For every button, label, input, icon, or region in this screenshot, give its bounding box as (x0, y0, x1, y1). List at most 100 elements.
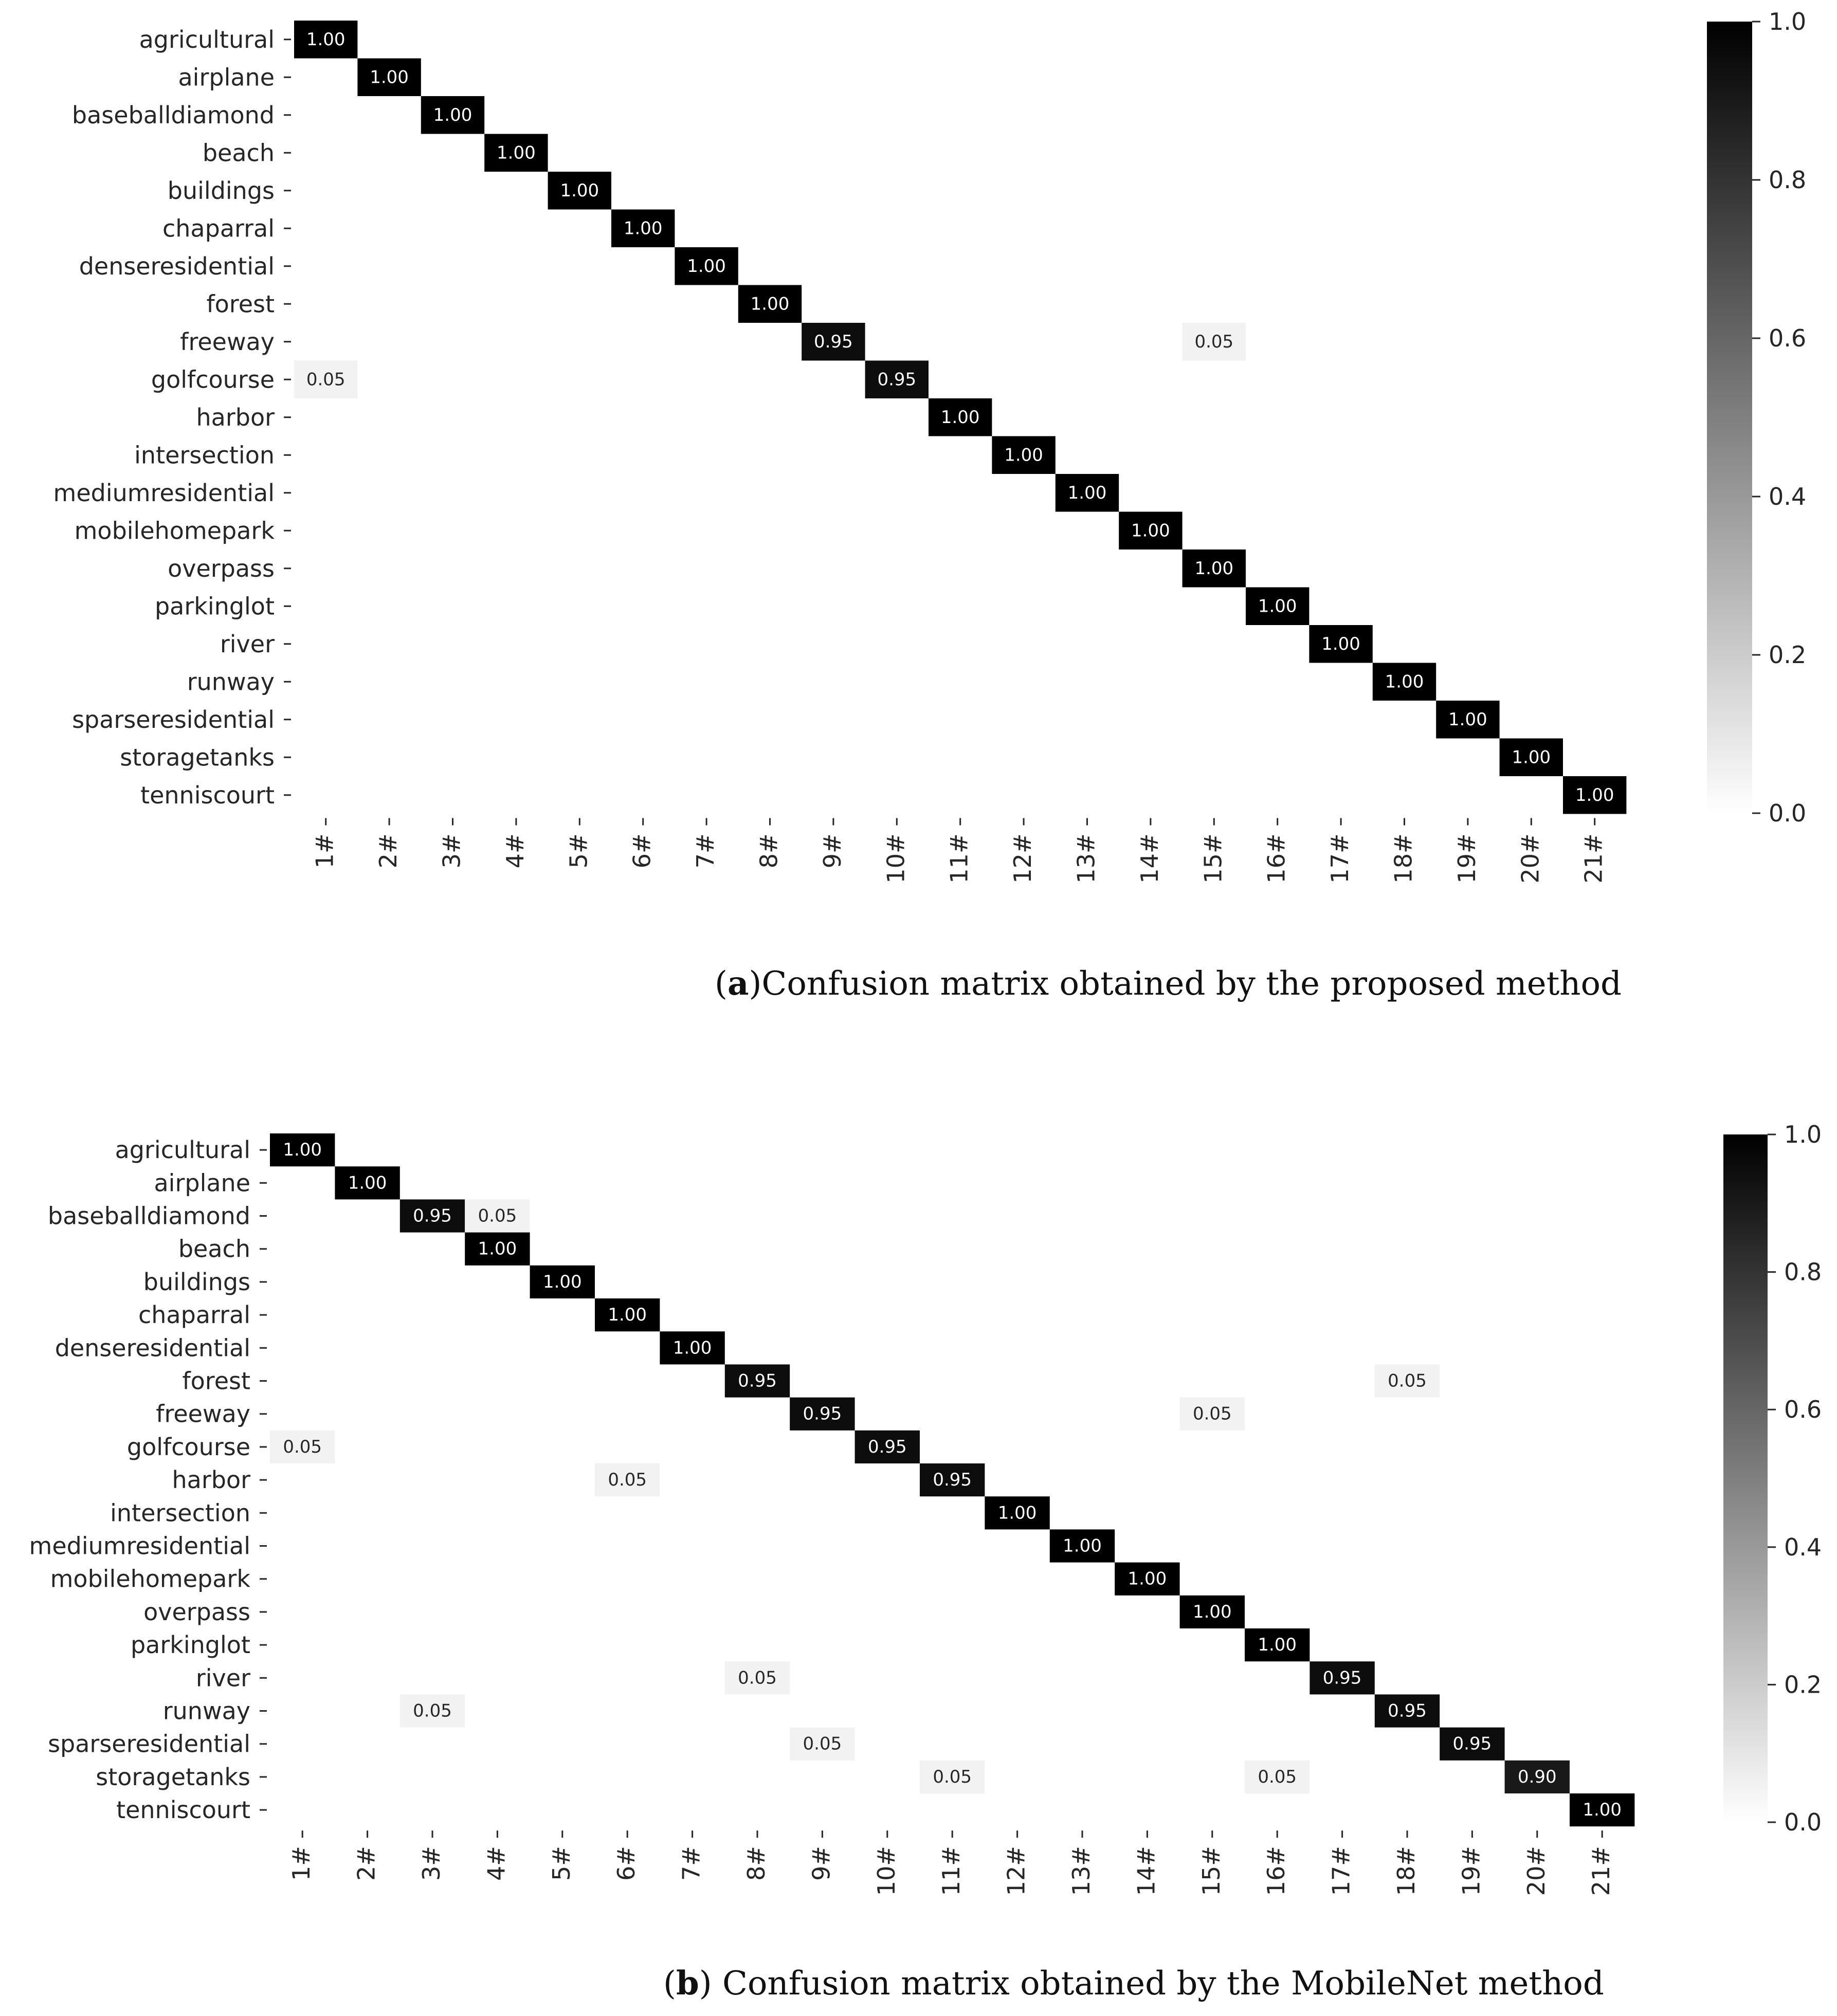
heatmap-cell (724, 1661, 790, 1695)
x-tick-label: 4# (501, 834, 529, 869)
caption-panel-letter: b (676, 1964, 699, 2003)
cell-value-label: 1.00 (433, 105, 472, 125)
x-tick-label: 12# (1009, 834, 1036, 884)
y-tick-label: runway (163, 1697, 250, 1725)
x-tick-label: 16# (1262, 1846, 1290, 1896)
x-tick-label: 8# (742, 1846, 770, 1881)
heatmap-cell (294, 21, 358, 59)
cell-value-label: 0.95 (868, 1437, 907, 1457)
y-tick-label: baseballdiamond (72, 101, 275, 129)
cell-value-label: 1.00 (348, 1172, 387, 1193)
x-tick-label: 15# (1199, 834, 1227, 884)
x-tick-label: 3# (417, 1846, 445, 1881)
y-tick-label: denseresidential (55, 1334, 250, 1362)
heatmap-cell (1563, 776, 1627, 814)
caption-paren: ) (749, 965, 761, 1003)
panel-caption: (a)Confusion matrix obtained by the prop… (715, 964, 1622, 1003)
heatmap-cell (992, 436, 1056, 474)
y-tick-label: freeway (180, 328, 275, 356)
heatmap-cell (465, 1199, 530, 1233)
x-tick-label: 9# (807, 1846, 835, 1881)
x-tick-label: 13# (1072, 834, 1100, 884)
cell-value-label: 1.00 (1063, 1536, 1102, 1556)
heatmap-cell (1182, 323, 1246, 361)
heatmap-cell (548, 172, 611, 210)
cell-value-label: 1.00 (1193, 1602, 1232, 1622)
cell-value-label: 1.00 (751, 294, 790, 314)
cell-value-label: 1.00 (608, 1305, 647, 1325)
y-tick-label: mediumresidential (53, 479, 275, 507)
y-tick-label: baseballdiamond (48, 1202, 250, 1230)
y-tick-label: chaparral (162, 214, 275, 242)
heatmap-cell (1570, 1793, 1635, 1827)
colorbar-tick-label: 0.8 (1784, 1258, 1822, 1286)
cell-value-label: 1.00 (1583, 1800, 1622, 1820)
cell-value-label: 1.00 (1575, 785, 1614, 805)
x-tick-label: 18# (1392, 1846, 1420, 1896)
x-tick-label: 13# (1067, 1846, 1095, 1896)
cell-value-label: 1.00 (370, 67, 409, 87)
cell-value-label: 1.00 (941, 407, 980, 428)
heatmap-cell (790, 1397, 855, 1431)
x-tick-label: 18# (1390, 834, 1417, 884)
y-tick-label: intersection (110, 1499, 250, 1527)
y-tick-label: sparseresidential (48, 1730, 250, 1758)
x-tick-label: 14# (1132, 1846, 1160, 1896)
heatmap-cell (1055, 474, 1119, 512)
cell-value-label: 0.05 (1194, 332, 1233, 352)
colorbar-tick-label: 0.6 (1784, 1396, 1822, 1423)
x-tick-label: 11# (945, 834, 973, 884)
heatmap-cell (1182, 549, 1246, 588)
cell-value-label: 0.05 (283, 1437, 322, 1457)
cell-value-label: 1.00 (1321, 634, 1360, 654)
cell-value-label: 0.95 (1453, 1734, 1492, 1754)
confusion-matrix-panel-a: 1.001.001.001.001.001.001.001.000.95 0.05… (53, 8, 1807, 1003)
cell-value-label: 1.00 (1131, 520, 1170, 541)
y-tick-label: river (220, 630, 275, 658)
cell-value-label: 1.00 (673, 1337, 712, 1358)
y-tick-label: runway (187, 668, 275, 695)
cell-value-label: 1.00 (1448, 709, 1487, 730)
caption-text: Confusion matrix obtained by the propose… (761, 965, 1622, 1003)
cell-value-label: 0.05 (933, 1767, 972, 1787)
colorbar (1723, 1134, 1768, 1822)
x-tick-label: 20# (1516, 834, 1544, 884)
heatmap-cell (1440, 1727, 1505, 1761)
cell-value-label: 1.00 (1068, 483, 1107, 503)
y-tick-label: beach (203, 139, 275, 167)
x-tick-label: 6# (628, 834, 656, 869)
heatmap-cell (1245, 1628, 1310, 1662)
y-tick-label: agricultural (115, 1136, 250, 1164)
cell-value-label: 1.00 (687, 256, 726, 277)
heatmap-cell (294, 360, 358, 398)
y-tick-label: parkinglot (131, 1631, 250, 1659)
heatmap-cell (929, 398, 992, 436)
colorbar-tick-label: 1.0 (1769, 8, 1806, 35)
heatmap-cell (1436, 701, 1500, 739)
colorbar-tick-label: 0.6 (1769, 324, 1806, 352)
x-tick-label: 16# (1263, 834, 1290, 884)
cell-value-label: 0.05 (1258, 1767, 1297, 1787)
cell-value-label: 0.90 (1518, 1767, 1557, 1787)
cell-value-label: 0.05 (608, 1470, 647, 1490)
heatmap-cell (660, 1331, 725, 1365)
y-tick-label: tenniscourt (116, 1796, 250, 1824)
colorbar-tick-label: 0.8 (1769, 166, 1806, 194)
y-tick-label: denseresidential (79, 252, 275, 280)
heatmap-cell (1246, 587, 1309, 625)
colorbar (1707, 22, 1752, 813)
y-tick-label: harbor (172, 1466, 250, 1494)
heatmap-cell (854, 1430, 920, 1463)
y-tick-label: mobilehomepark (50, 1565, 251, 1593)
heatmap-cell (270, 1430, 335, 1463)
colorbar-tick-label: 0.4 (1769, 483, 1806, 510)
cell-value-label: 1.00 (478, 1239, 517, 1259)
caption-paren: ( (663, 1965, 676, 2003)
y-tick-label: buildings (168, 177, 275, 205)
y-tick-label: freeway (156, 1400, 250, 1428)
cell-value-label: 0.05 (803, 1734, 842, 1754)
x-tick-label: 17# (1327, 1846, 1355, 1896)
y-tick-label: tenniscourt (140, 781, 275, 809)
colorbar-tick-label: 0.0 (1784, 1808, 1822, 1836)
heatmap-cell (611, 209, 675, 247)
